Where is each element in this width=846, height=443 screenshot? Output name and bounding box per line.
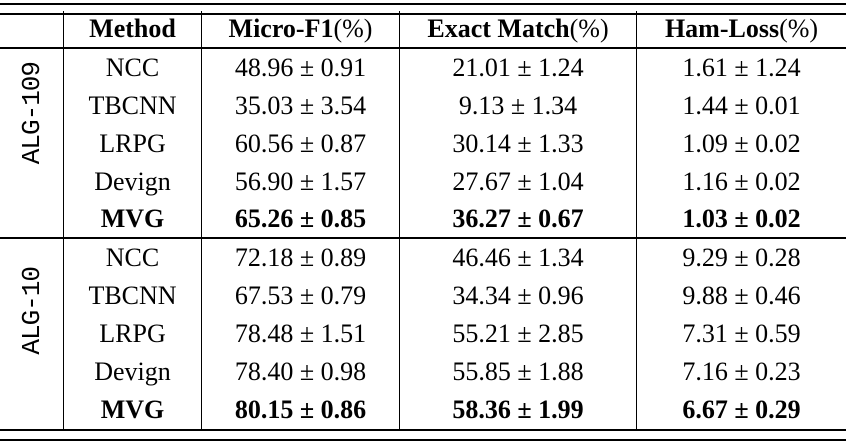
method-cell: NCC	[63, 49, 201, 87]
bottom-double-rule	[0, 429, 846, 441]
micro-f1-cell: 78.48 ± 1.51	[201, 315, 399, 353]
micro-f1-cell: 78.40 ± 0.98	[201, 353, 399, 391]
micro-f1-cell: 48.96 ± 0.91	[201, 49, 399, 87]
method-cell: MVG	[63, 391, 201, 429]
ham-loss-cell: 1.09 ± 0.02	[636, 125, 846, 163]
method-cell: NCC	[63, 239, 201, 277]
header-ham-loss-suffix: (%)	[779, 14, 819, 43]
header-ham-loss-label: Ham-Loss	[664, 14, 780, 43]
method-cell: Devign	[63, 163, 201, 201]
header-micro-f1: Micro-F1 (%)	[201, 11, 399, 49]
header-micro-f1-suffix: (%)	[333, 14, 373, 43]
ham-loss-cell: 7.31 ± 0.59	[636, 315, 846, 353]
method-cell: LRPG	[63, 125, 201, 163]
exact-match-cell: 55.21 ± 2.85	[399, 315, 636, 353]
exact-match-cell: 21.01 ± 1.24	[399, 49, 636, 87]
ham-loss-cell: 9.29 ± 0.28	[636, 239, 846, 277]
micro-f1-cell: 56.90 ± 1.57	[201, 163, 399, 201]
ham-loss-cell: 6.67 ± 0.29	[636, 391, 846, 429]
group-label-alg-109: ALG-109	[0, 49, 63, 239]
group-label-alg-10-text: ALG-10	[16, 267, 47, 355]
header-method: Method	[63, 11, 201, 49]
ham-loss-cell: 1.16 ± 0.02	[636, 163, 846, 201]
method-cell: MVG	[63, 201, 201, 239]
corner-cell	[0, 11, 63, 49]
method-cell: TBCNN	[63, 277, 201, 315]
header-micro-f1-label: Micro-F1	[228, 14, 334, 43]
exact-match-cell: 55.85 ± 1.88	[399, 353, 636, 391]
method-cell: Devign	[63, 353, 201, 391]
exact-match-cell: 27.67 ± 1.04	[399, 163, 636, 201]
group-label-alg-10: ALG-10	[0, 239, 63, 429]
micro-f1-cell: 72.18 ± 0.89	[201, 239, 399, 277]
top-double-rule	[0, 3, 846, 15]
exact-match-cell: 9.13 ± 1.34	[399, 87, 636, 125]
header-ham-loss: Ham-Loss (%)	[636, 11, 846, 49]
method-cell: TBCNN	[63, 87, 201, 125]
header-exact-match: Exact Match (%)	[399, 11, 636, 49]
micro-f1-cell: 60.56 ± 0.87	[201, 125, 399, 163]
exact-match-cell: 58.36 ± 1.99	[399, 391, 636, 429]
exact-match-cell: 36.27 ± 0.67	[399, 201, 636, 239]
ham-loss-cell: 1.44 ± 0.01	[636, 87, 846, 125]
micro-f1-cell: 67.53 ± 0.79	[201, 277, 399, 315]
micro-f1-cell: 35.03 ± 3.54	[201, 87, 399, 125]
header-exact-match-suffix: (%)	[569, 14, 609, 43]
ham-loss-cell: 7.16 ± 0.23	[636, 353, 846, 391]
exact-match-cell: 30.14 ± 1.33	[399, 125, 636, 163]
header-exact-match-label: Exact Match	[427, 14, 570, 43]
ham-loss-cell: 1.61 ± 1.24	[636, 49, 846, 87]
micro-f1-cell: 80.15 ± 0.86	[201, 391, 399, 429]
micro-f1-cell: 65.26 ± 0.85	[201, 201, 399, 239]
group-label-alg-109-text: ALG-109	[16, 61, 47, 165]
exact-match-cell: 46.46 ± 1.34	[399, 239, 636, 277]
header-method-label: Method	[89, 14, 176, 43]
method-cell: LRPG	[63, 315, 201, 353]
ham-loss-cell: 9.88 ± 0.46	[636, 277, 846, 315]
exact-match-cell: 34.34 ± 0.96	[399, 277, 636, 315]
table-grid: Method Micro-F1 (%) Exact Match (%) Ham-Lo…	[0, 11, 846, 429]
ham-loss-cell: 1.03 ± 0.02	[636, 201, 846, 239]
